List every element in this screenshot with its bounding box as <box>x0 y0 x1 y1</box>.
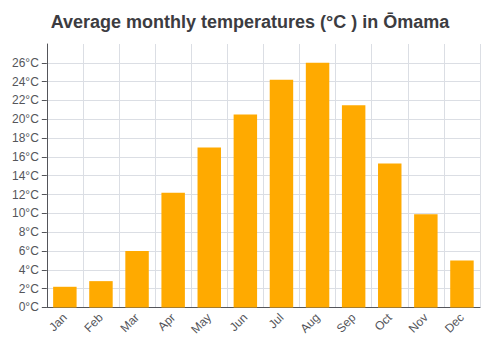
svg-text:Average monthly temperatures (: Average monthly temperatures (°C ) in Ōm… <box>51 12 451 32</box>
svg-text:16°C: 16°C <box>12 150 39 164</box>
svg-text:Oct: Oct <box>372 310 396 334</box>
svg-text:Feb: Feb <box>81 310 106 335</box>
svg-text:Apr: Apr <box>155 311 178 334</box>
svg-text:24°C: 24°C <box>12 75 39 89</box>
svg-text:Sep: Sep <box>334 310 359 335</box>
svg-text:12°C: 12°C <box>12 188 39 202</box>
svg-text:Mar: Mar <box>118 311 143 335</box>
svg-text:Nov: Nov <box>406 311 431 336</box>
svg-text:8°C: 8°C <box>19 225 39 239</box>
svg-text:Jul: Jul <box>266 311 287 332</box>
svg-text:18°C: 18°C <box>12 131 39 145</box>
svg-text:14°C: 14°C <box>12 169 39 183</box>
svg-text:Aug: Aug <box>298 311 323 336</box>
svg-text:Jan: Jan <box>46 311 70 335</box>
svg-text:10°C: 10°C <box>12 206 39 220</box>
svg-text:0°C: 0°C <box>19 300 39 314</box>
svg-text:May: May <box>188 311 214 337</box>
svg-text:6°C: 6°C <box>19 244 39 258</box>
svg-text:Dec: Dec <box>442 311 467 336</box>
svg-text:20°C: 20°C <box>12 112 39 126</box>
svg-text:2°C: 2°C <box>19 282 39 296</box>
svg-text:4°C: 4°C <box>19 263 39 277</box>
svg-text:Jun: Jun <box>227 311 251 335</box>
svg-text:22°C: 22°C <box>12 93 39 107</box>
svg-text:26°C: 26°C <box>12 56 39 70</box>
